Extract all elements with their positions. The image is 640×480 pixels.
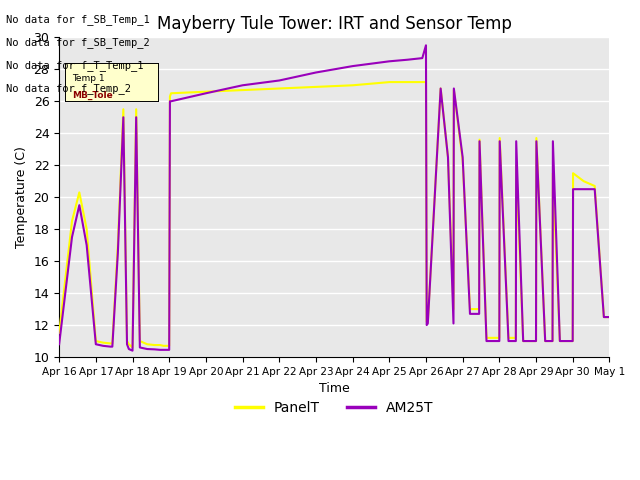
- PanelT: [129, 345, 136, 350]
- AM25T: [422, 42, 430, 48]
- AM25T: [488, 338, 496, 344]
- Y-axis label: Temperature (C): Temperature (C): [15, 146, 28, 248]
- PanelT: [488, 335, 496, 341]
- PanelT: [349, 83, 356, 88]
- PanelT: [385, 79, 393, 85]
- Line: PanelT: PanelT: [59, 82, 609, 348]
- Text: No data for f_SB_Temp_1: No data for f_SB_Temp_1: [6, 14, 150, 25]
- Text: No data for f_Temp_2: No data for f_Temp_2: [6, 84, 131, 95]
- AM25T: [55, 341, 63, 347]
- PanelT: [114, 242, 122, 248]
- AM25T: [450, 85, 458, 91]
- PanelT: [424, 319, 431, 325]
- PanelT: [55, 330, 63, 336]
- Text: No data for f_SB_Temp_2: No data for f_SB_Temp_2: [6, 37, 150, 48]
- PanelT: [605, 314, 613, 320]
- AM25T: [424, 321, 431, 326]
- AM25T: [483, 338, 490, 344]
- X-axis label: Time: Time: [319, 382, 349, 396]
- AM25T: [349, 63, 356, 69]
- Legend: PanelT, AM25T: PanelT, AM25T: [229, 396, 439, 420]
- Text: No data for f_T_Temp_1: No data for f_T_Temp_1: [6, 60, 144, 72]
- Title: Mayberry Tule Tower: IRT and Sensor Temp: Mayberry Tule Tower: IRT and Sensor Temp: [157, 15, 512, 33]
- Line: AM25T: AM25T: [59, 45, 609, 350]
- AM25T: [114, 250, 122, 256]
- PanelT: [483, 335, 490, 341]
- PanelT: [450, 87, 458, 93]
- AM25T: [129, 348, 136, 353]
- AM25T: [605, 314, 613, 320]
